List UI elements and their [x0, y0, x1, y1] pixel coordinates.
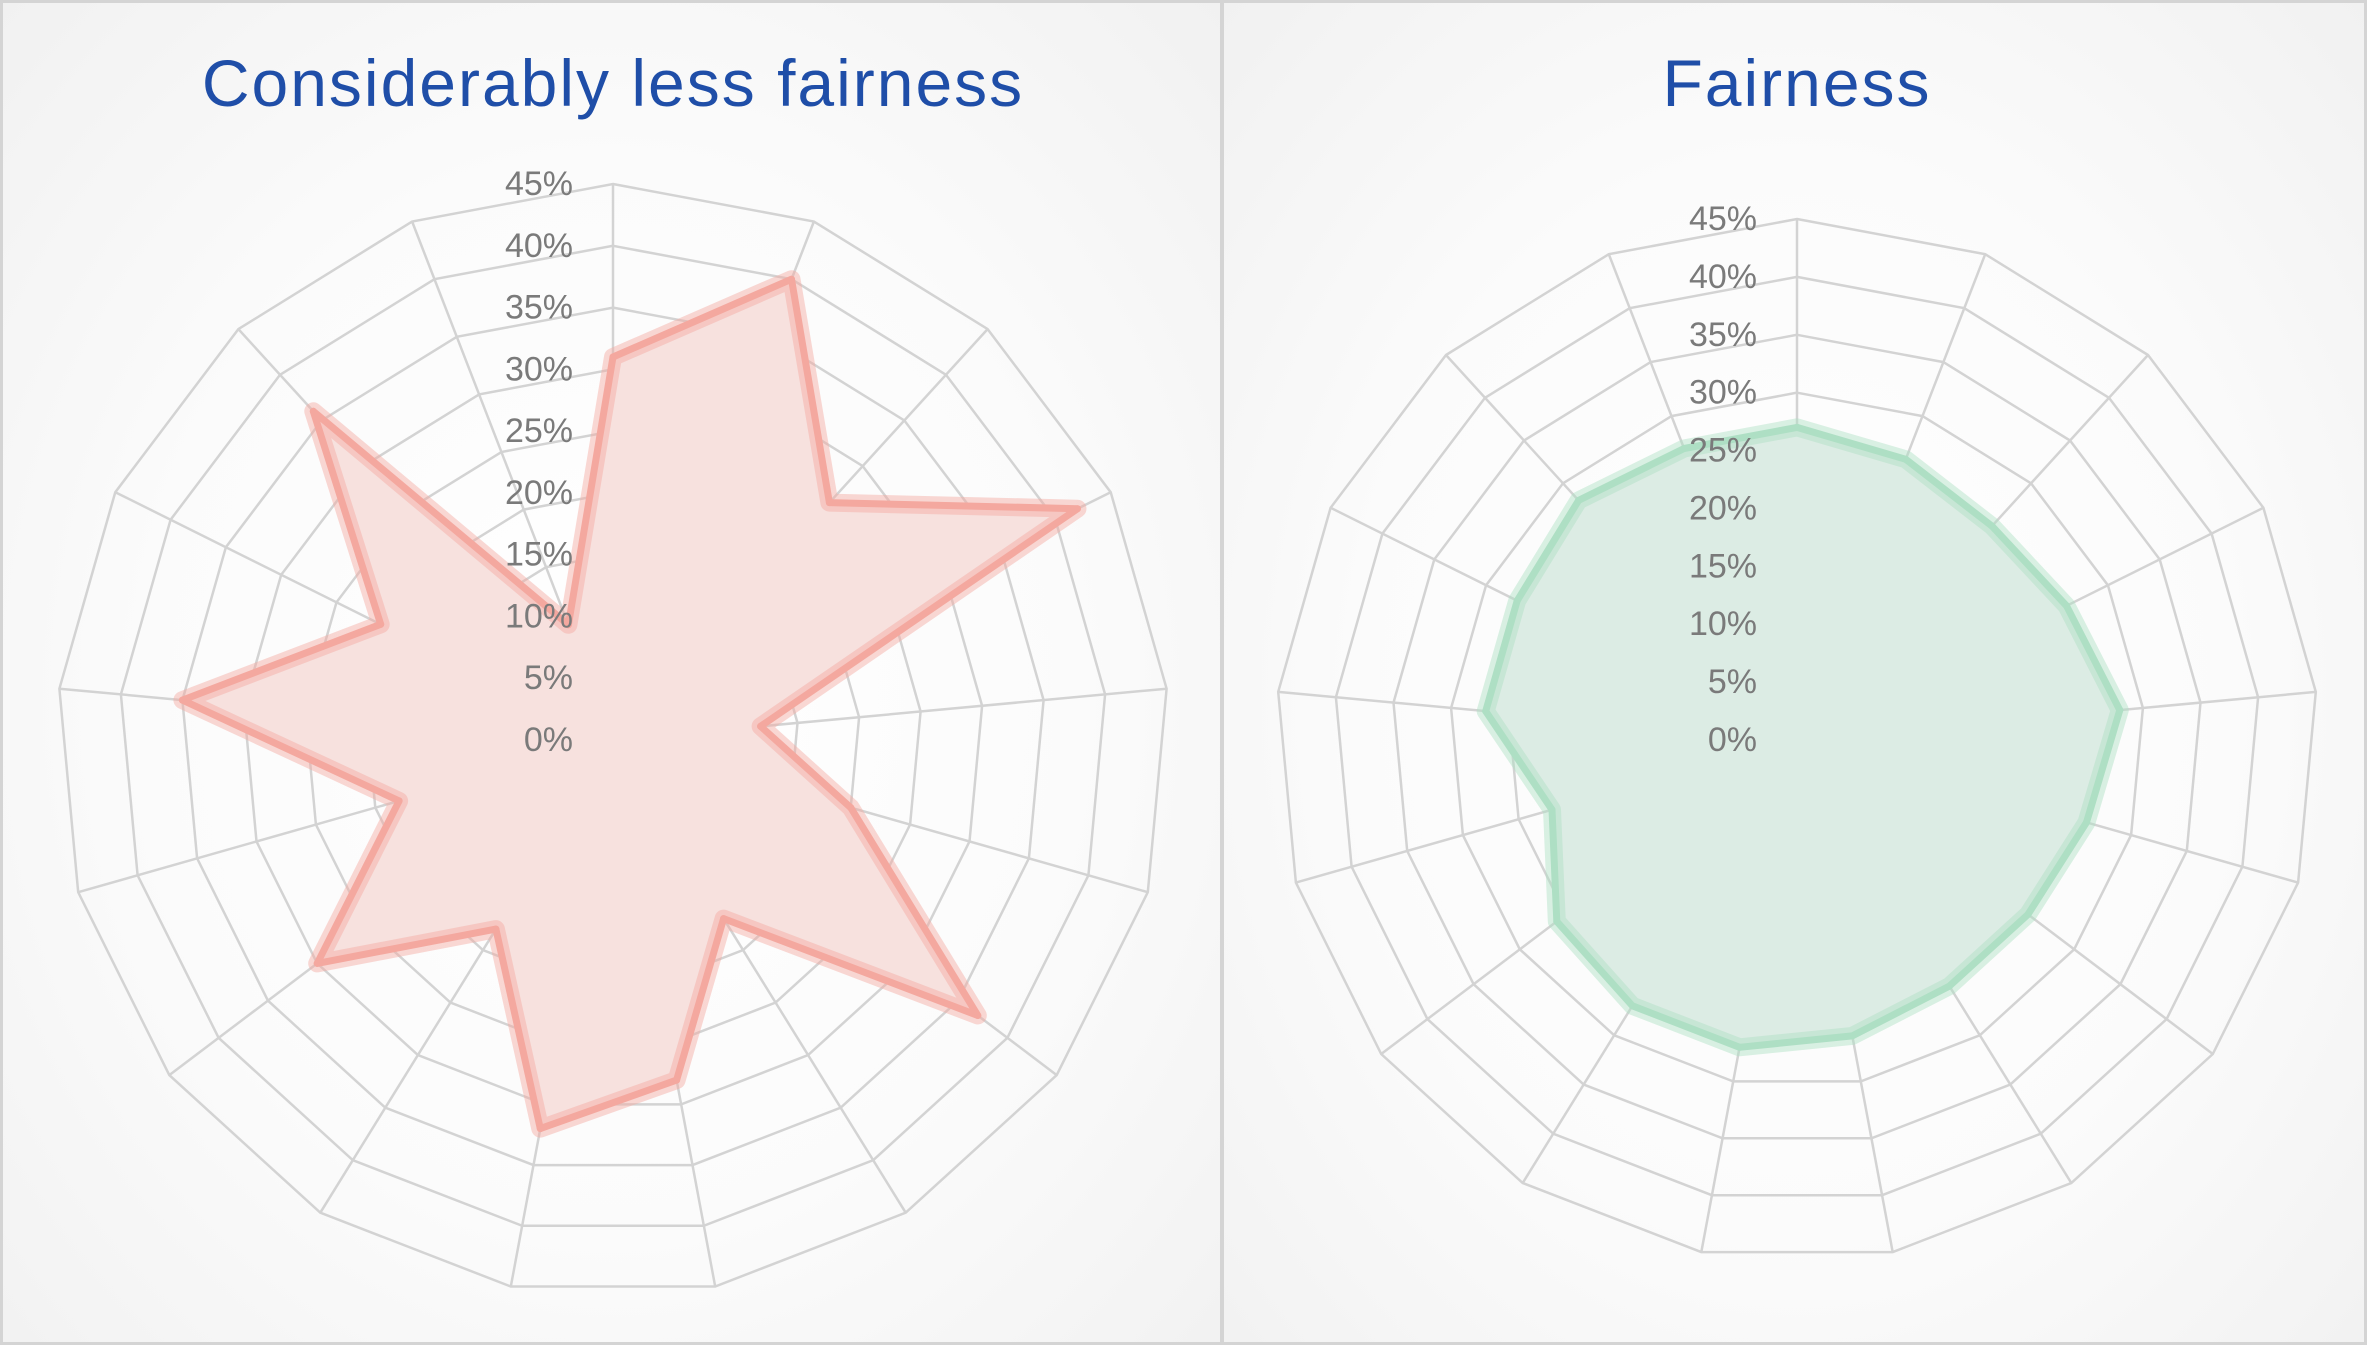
- data-point: [2116, 706, 2124, 714]
- axis-tick-label: 35%: [1689, 316, 1757, 354]
- data-point: [609, 353, 617, 361]
- data-point: [673, 1076, 681, 1084]
- series-area: [1485, 427, 2120, 1048]
- axis-tick-label: 15%: [505, 536, 573, 574]
- data-point: [1902, 455, 1910, 463]
- grid-ring: [1334, 275, 2260, 1197]
- data-point: [2024, 910, 2032, 918]
- data-point: [788, 275, 795, 283]
- data-point: [847, 804, 855, 812]
- axis-tick-label: 15%: [1689, 547, 1757, 585]
- axis-tick-label: 10%: [505, 597, 573, 635]
- axis-tick-label: 30%: [1689, 374, 1757, 412]
- chart-title: Considerably less fairness: [202, 46, 1024, 120]
- series-outline: [178, 275, 1081, 1133]
- axis-tick-label: 5%: [1708, 663, 1757, 701]
- axis-tick-label: 45%: [505, 165, 573, 203]
- data-point: [1680, 445, 1688, 452]
- axis-tick-label: 25%: [1689, 432, 1757, 470]
- data-point: [377, 620, 385, 628]
- data-point: [1575, 496, 1583, 504]
- data-point: [564, 621, 572, 629]
- data-point: [1793, 423, 1801, 431]
- series-outline: [1482, 423, 2124, 1051]
- data-point: [492, 925, 500, 933]
- grid-ring: [1449, 391, 2145, 1083]
- data-point: [1553, 917, 1561, 925]
- axis-tick-label: 25%: [505, 412, 573, 450]
- data-point: [536, 1125, 544, 1133]
- data-point: [2063, 602, 2070, 610]
- chart-panel-considerably-less-fairness: Considerably less fairness 0% 5% 10% 15% 20%…: [0, 0, 1223, 1345]
- axis-tick-label: 40%: [505, 227, 573, 265]
- data-point: [178, 696, 186, 704]
- grid-ring: [1392, 333, 2202, 1140]
- data-point: [1848, 1032, 1856, 1040]
- data-point: [757, 722, 765, 730]
- data-point: [1482, 707, 1490, 715]
- chart-title: Fairness: [1662, 46, 1931, 120]
- data-point: [1988, 522, 1996, 530]
- axis-tick-label: 0%: [524, 721, 573, 759]
- data-point: [825, 499, 833, 507]
- data-point: [2083, 818, 2090, 826]
- grid-ring: [58, 182, 1168, 1288]
- data-point: [1945, 982, 1953, 990]
- axis-tick-label: 45%: [1689, 200, 1757, 238]
- radar-plot: 0% 5% 10% 15% 20% 25% 30% 35% 40% 45%: [58, 165, 1168, 1288]
- radar-plot: 0% 5% 10% 15% 20% 25% 30% 35% 40% 45%: [1276, 200, 2318, 1254]
- axis-tick-label: 10%: [1689, 605, 1757, 643]
- radar-chart-svg: Fairness 0% 5% 10% 15% 20% 25% 30% 35% 40% 45%: [1276, 46, 2318, 1254]
- data-point: [1074, 505, 1081, 513]
- data-point: [395, 797, 403, 805]
- axis-tick-label: 30%: [505, 350, 573, 388]
- grid-ring: [119, 244, 1107, 1228]
- data-point: [313, 959, 321, 967]
- axis-tick-label: 20%: [1689, 489, 1757, 527]
- grid-ring: [1276, 217, 2318, 1254]
- data-point: [309, 407, 317, 415]
- axis-tick-label: 5%: [524, 659, 573, 697]
- axis-tick-label: 20%: [505, 474, 573, 512]
- data-point: [1548, 806, 1556, 814]
- data-point: [720, 915, 728, 923]
- data-point: [1736, 1043, 1744, 1051]
- axis-tick-label: 40%: [1689, 258, 1757, 296]
- radar-chart-svg: Considerably less fairness 0% 5% 10% 15% 20%…: [58, 46, 1168, 1288]
- data-point: [1628, 1002, 1636, 1010]
- chart-panel-fairness: Fairness 0% 5% 10% 15% 20% 25% 30% 35% 40% 45%: [1221, 0, 2367, 1345]
- data-point: [1513, 597, 1521, 605]
- axis-tick-label: 35%: [505, 289, 573, 327]
- axis-tick-label: 0%: [1708, 721, 1757, 759]
- data-point: [974, 1012, 982, 1019]
